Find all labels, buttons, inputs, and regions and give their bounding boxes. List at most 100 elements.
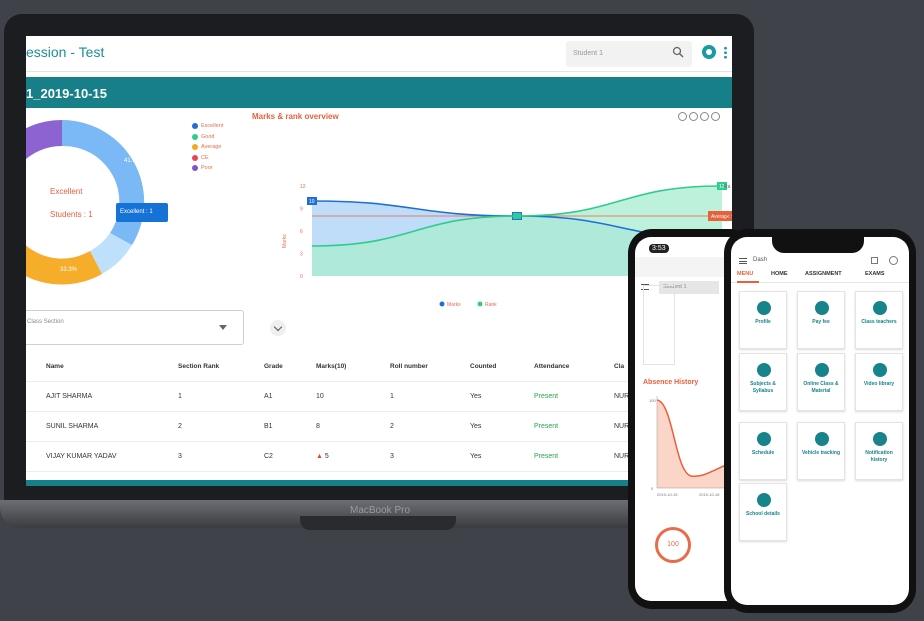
pan-icon[interactable] xyxy=(711,112,720,121)
tile-label: Subjects & Syllabus xyxy=(750,381,776,394)
donut-slice-poor xyxy=(26,119,62,160)
cell-rank: 2 xyxy=(178,423,182,430)
more-icon[interactable] xyxy=(724,46,727,59)
tile-video-library[interactable]: Video library xyxy=(855,353,903,411)
table-row[interactable]: SUNIL SHARMA 2 B1 8 2 Yes Present NUR xyxy=(26,412,732,442)
cell-name: SUNIL SHARMA xyxy=(46,423,99,430)
tab-home[interactable]: HOME xyxy=(771,271,788,277)
menu-icon[interactable] xyxy=(739,258,747,264)
donut-slice-average xyxy=(26,245,102,285)
y-tick-label: 6 xyxy=(300,229,303,235)
student-search[interactable]: Student 1 xyxy=(566,41,692,67)
class-select-label: Class Section xyxy=(27,319,64,325)
status-time: 3:53 xyxy=(649,244,669,253)
table-row[interactable]: AJIT SHARMA 1 A1 10 1 Yes Present NUR xyxy=(26,382,732,412)
attendance-ring: 100 xyxy=(655,527,691,563)
right-label: Ra xyxy=(724,184,731,190)
series-area-1 xyxy=(312,186,722,276)
legend-item[interactable]: Excellent xyxy=(192,121,223,132)
search-input[interactable]: Student 1 xyxy=(573,50,603,57)
online-class-icon xyxy=(815,363,829,377)
dollar-icon xyxy=(815,301,829,315)
pin-icon: ▲ xyxy=(316,453,323,460)
svg-text:0: 0 xyxy=(651,486,654,491)
tile-label: Schedule xyxy=(751,450,775,456)
menu-icon[interactable] xyxy=(641,284,649,290)
legend-dot xyxy=(477,301,483,307)
magnify-icon[interactable] xyxy=(700,112,709,121)
legend-item[interactable]: CE xyxy=(192,153,223,164)
phone-left-card xyxy=(643,285,675,365)
column-header[interactable]: Grade xyxy=(264,363,283,370)
cell-roll: 3 xyxy=(390,453,394,460)
cell-class: NUR xyxy=(614,423,630,430)
tab-assignment[interactable]: ASSIGNMENT xyxy=(805,271,842,277)
cell-rank: 1 xyxy=(178,393,182,400)
tile-notification-history[interactable]: Notification history xyxy=(855,422,903,480)
cell-counted: Yes xyxy=(470,453,482,460)
y-tick-label: 0 xyxy=(300,274,303,280)
legend-item[interactable]: Good xyxy=(192,132,223,143)
cell-attendance: Present xyxy=(534,393,559,400)
tab-menu[interactable]: MENU xyxy=(737,271,754,277)
zoom-out-icon[interactable] xyxy=(689,112,698,121)
tile-school-details[interactable]: School details xyxy=(739,483,787,541)
settings-icon[interactable] xyxy=(702,45,716,59)
column-header[interactable]: Cla xyxy=(614,363,625,370)
tile-vehicle-tracking[interactable]: Vehicle tracking xyxy=(797,422,845,480)
cell-grade: A1 xyxy=(264,393,273,400)
class-section-select[interactable]: Class Section xyxy=(26,310,244,345)
legend-dot xyxy=(192,123,198,130)
search-icon[interactable] xyxy=(672,46,684,58)
cell-counted: Yes xyxy=(470,423,482,430)
legend-label: CE xyxy=(201,154,209,161)
banner-title: 1_2019-10-15 xyxy=(26,86,107,101)
tile-schedule[interactable]: Schedule xyxy=(739,422,787,480)
school-icon xyxy=(757,493,771,507)
expand-icon[interactable] xyxy=(871,257,878,264)
column-header[interactable]: Roll number xyxy=(390,363,428,370)
legend-item[interactable]: Poor xyxy=(192,163,223,174)
power-icon[interactable] xyxy=(889,256,898,265)
donut-center-count: Students : 1 xyxy=(50,210,93,219)
laptop-hinge xyxy=(300,516,456,530)
tile-profile[interactable]: Profile xyxy=(739,291,787,349)
tile-pay-fee[interactable]: Pay fee xyxy=(797,291,845,349)
tile-online-class[interactable]: Online Class & Material xyxy=(797,353,845,411)
tile-class-teachers[interactable]: Class teachers xyxy=(855,291,903,349)
table-row[interactable]: VIJAY KUMAR YADAV 3 C2 ▲ 5 3 Yes Present… xyxy=(26,442,732,472)
legend-label: Rank xyxy=(485,302,497,308)
column-header[interactable]: Marks(10) xyxy=(316,363,347,370)
screen-footer-bar xyxy=(26,480,732,486)
average-badge xyxy=(708,211,732,221)
phone-notch xyxy=(772,237,864,253)
chevron-down-icon[interactable] xyxy=(219,325,227,330)
column-header[interactable]: Attendance xyxy=(534,363,570,370)
absence-history-chart: 100 0 2019-10-15 2019-10-16 xyxy=(649,396,733,497)
zoom-in-icon[interactable] xyxy=(678,112,687,121)
column-header[interactable]: Section Rank xyxy=(178,363,220,370)
column-header[interactable]: Name xyxy=(46,363,64,370)
absence-history-title: Absence History xyxy=(643,379,699,386)
legend-item[interactable]: Average xyxy=(192,142,223,153)
download-icon[interactable] xyxy=(270,320,286,336)
donut-pct-top: 41.6% xyxy=(124,158,142,164)
calendar-icon xyxy=(757,432,771,446)
y-tick-label: 3 xyxy=(300,252,303,258)
x-tick-label: 2019-10-15 xyxy=(657,492,678,497)
tile-subjects[interactable]: Subjects & Syllabus xyxy=(739,353,787,411)
cell-class: NUR xyxy=(614,453,630,460)
average-label: Average : 8 xyxy=(711,214,732,220)
cell-roll: 1 xyxy=(390,393,394,400)
cell-name: AJIT SHARMA xyxy=(46,393,93,400)
cell-marks-value: 5 xyxy=(324,453,329,460)
column-header[interactable]: Counted xyxy=(470,363,497,370)
tab-exams[interactable]: EXAMS xyxy=(865,271,885,277)
donut-slice-good xyxy=(90,233,132,274)
top-bar: ession - Test Student 1 xyxy=(26,36,732,72)
table-header: Name Section Rank Grade Marks(10) Roll n… xyxy=(26,352,732,382)
data-label: 12 xyxy=(719,184,725,190)
legend-dot xyxy=(439,301,445,307)
legend-dot xyxy=(192,133,198,140)
y-axis-label: Marks xyxy=(282,234,288,248)
